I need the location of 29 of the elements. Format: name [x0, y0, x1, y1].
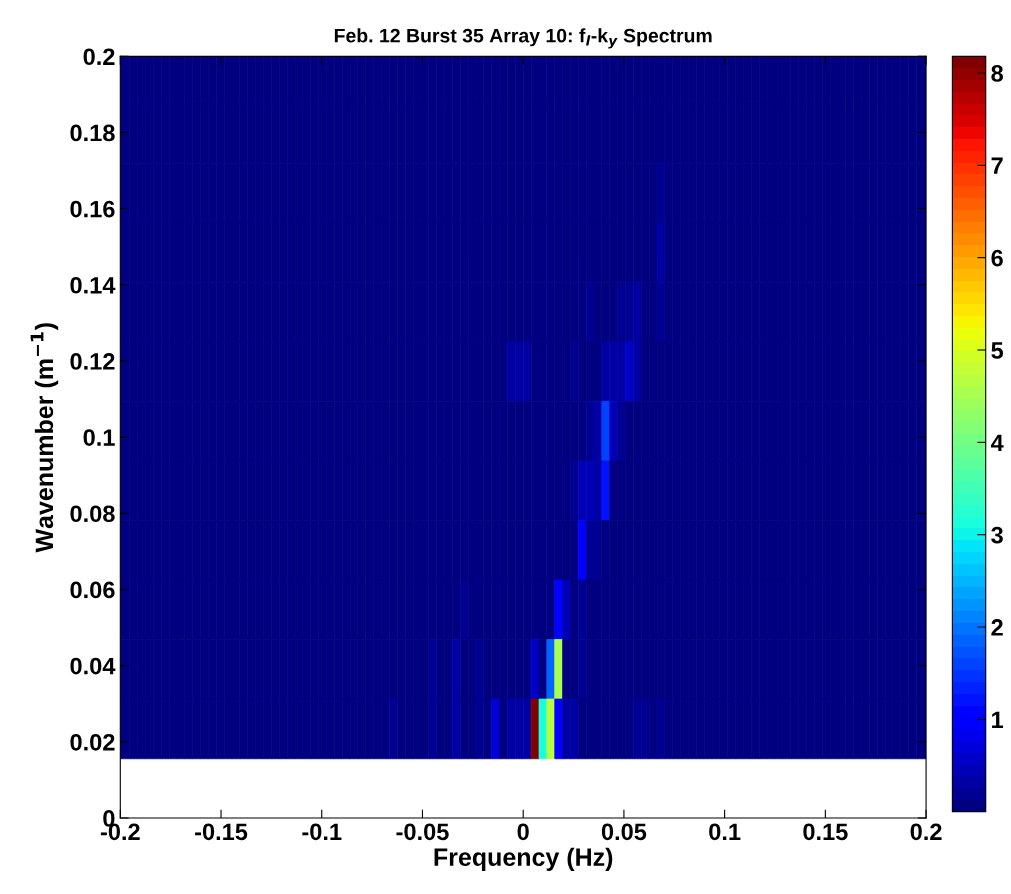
chart-title: Feb. 12 Burst 35 Array 10: f$_{l}$-k$_{y}$ Spectrum — [334, 28, 712, 49]
color-bar-label: 1 — [992, 711, 1004, 728]
x-tick-label: 0.15 — [803, 823, 848, 841]
x-axis-title: Frequency (Hz) — [434, 847, 613, 871]
y-tick-label: 0.08 — [70, 505, 115, 523]
y-tick-label: 0.1 — [83, 429, 115, 446]
x-tick-label: 0.1 — [709, 823, 741, 841]
y-tick-label: 0.14 — [70, 276, 116, 294]
x-tick-label: -0.1 — [302, 823, 342, 841]
x-tick-label: 0 — [517, 823, 529, 841]
y-tick-label: 0.02 — [70, 733, 115, 751]
x-tick-label: -0.15 — [195, 823, 248, 841]
color-bar-label: 4 — [990, 434, 1004, 451]
y-tick-label: 0.06 — [70, 581, 115, 599]
y-tick-label: 0.04 — [70, 657, 116, 675]
color-bar-label: 3 — [991, 526, 1003, 544]
color-bar-label: 5 — [991, 342, 1004, 359]
y-tick-label: 0.18 — [70, 124, 115, 142]
x-tick-label: -0.05 — [396, 823, 449, 841]
y-tick-label: 0.16 — [70, 200, 115, 218]
color-bar-label: 2 — [991, 619, 1003, 636]
color-bar-label: 7 — [991, 157, 1003, 174]
color-bar-label: 8 — [991, 65, 1003, 82]
color-bar-label: 6 — [991, 249, 1003, 267]
y-tick-label: 0.12 — [70, 353, 115, 370]
x-tick-label: 0.05 — [601, 823, 647, 841]
y-tick-label: 0.2 — [83, 48, 115, 66]
y-axis-title: Wavenumber (m$^{−1}$) — [30, 323, 59, 553]
x-tick-label: 0.2 — [910, 823, 942, 841]
